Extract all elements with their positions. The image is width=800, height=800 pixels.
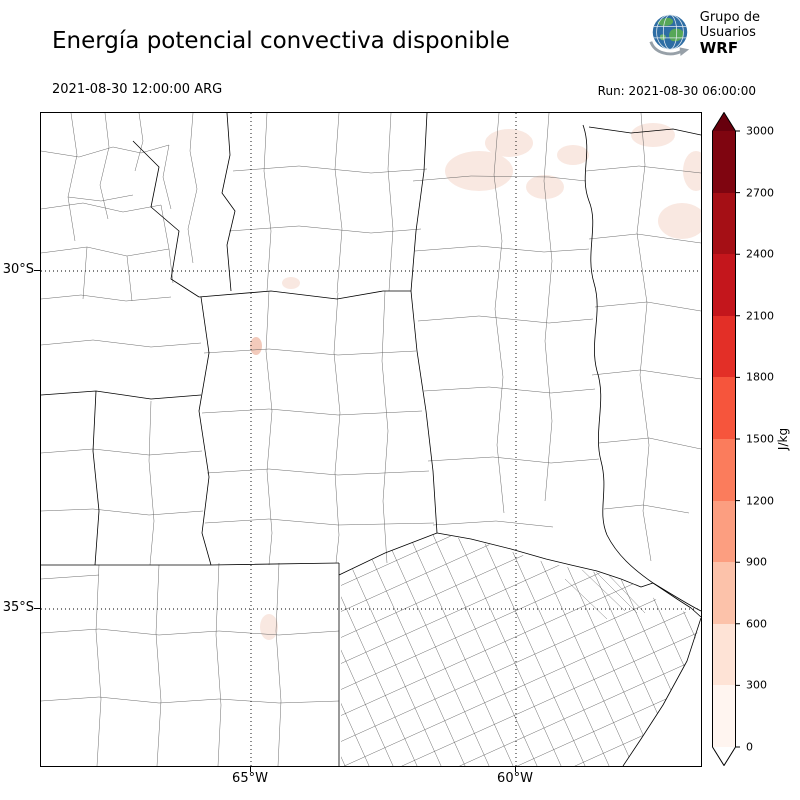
lat-tick-35s bbox=[34, 608, 40, 609]
colorbar-segment bbox=[712, 501, 736, 563]
colorbar-tick: 300 bbox=[746, 678, 767, 692]
colorbar-segment bbox=[712, 316, 736, 378]
colorbar-segment bbox=[712, 562, 736, 625]
lon-label-65w: 65°W bbox=[232, 771, 268, 786]
logo-line-3: WRF bbox=[699, 39, 739, 57]
colorbar-tick: 2100 bbox=[746, 309, 774, 323]
lon-tick-60w bbox=[515, 766, 516, 772]
cape-shading-patches bbox=[250, 123, 701, 640]
colorbar-segment bbox=[712, 439, 736, 502]
globe-icon bbox=[649, 13, 689, 56]
lat-label-35s: 35°S bbox=[2, 600, 34, 615]
colorbar-segment bbox=[712, 254, 736, 317]
colorbar-tick: 600 bbox=[746, 617, 767, 631]
wrf-logo: Grupo de Usuarios WRF bbox=[647, 10, 760, 57]
colorbar-segment bbox=[712, 193, 736, 255]
logo-text: Grupo de Usuarios WRF bbox=[700, 10, 760, 57]
gridlines bbox=[41, 113, 701, 766]
lat-label-30s: 30°S bbox=[2, 262, 34, 277]
colorbar-tick: 1200 bbox=[746, 494, 774, 508]
plot-title: Energía potencial convectiva disponible bbox=[52, 28, 510, 54]
map-graphic bbox=[41, 113, 701, 766]
lon-tick-65w bbox=[250, 766, 251, 772]
map-frame bbox=[40, 112, 702, 767]
logo-line-2: Usuarios bbox=[699, 25, 756, 40]
colorbar-segment bbox=[712, 377, 736, 440]
province-boundaries bbox=[41, 113, 701, 766]
colorbar-unit-label: J/kg bbox=[776, 427, 790, 451]
lon-label-60w: 60°W bbox=[497, 771, 533, 786]
colorbar-tick: 2700 bbox=[746, 186, 774, 200]
colorbar-segment bbox=[712, 624, 736, 686]
colorbar-outline bbox=[712, 112, 736, 766]
colorbar-segment bbox=[712, 685, 736, 747]
colorbar-over-arrow bbox=[712, 112, 736, 131]
colorbar-tick: 2400 bbox=[746, 247, 774, 261]
valid-time-label: 2021-08-30 12:00:00 ARG bbox=[52, 82, 223, 97]
colorbar-tick-labels: 3000 2700 2400 2100 1800 1500 1200 900 6… bbox=[746, 112, 788, 766]
logo-line-1: Grupo de bbox=[699, 10, 760, 25]
run-time-label: Run: 2021-08-30 06:00:00 bbox=[597, 84, 756, 98]
department-boundaries bbox=[41, 113, 701, 766]
buenos-aires-partido-mesh bbox=[341, 533, 701, 766]
lat-tick-30s bbox=[34, 270, 40, 271]
colorbar-tick: 1800 bbox=[746, 370, 774, 384]
colorbar-under-arrow bbox=[712, 747, 736, 766]
colorbar-tickmarks bbox=[736, 130, 740, 748]
colorbar-tick: 1500 bbox=[746, 432, 774, 446]
colorbar-tick: 900 bbox=[746, 555, 767, 569]
colorbar bbox=[712, 112, 740, 766]
colorbar-tick: 3000 bbox=[746, 124, 774, 138]
colorbar-tick: 0 bbox=[746, 740, 753, 754]
colorbar-segment bbox=[712, 131, 736, 194]
